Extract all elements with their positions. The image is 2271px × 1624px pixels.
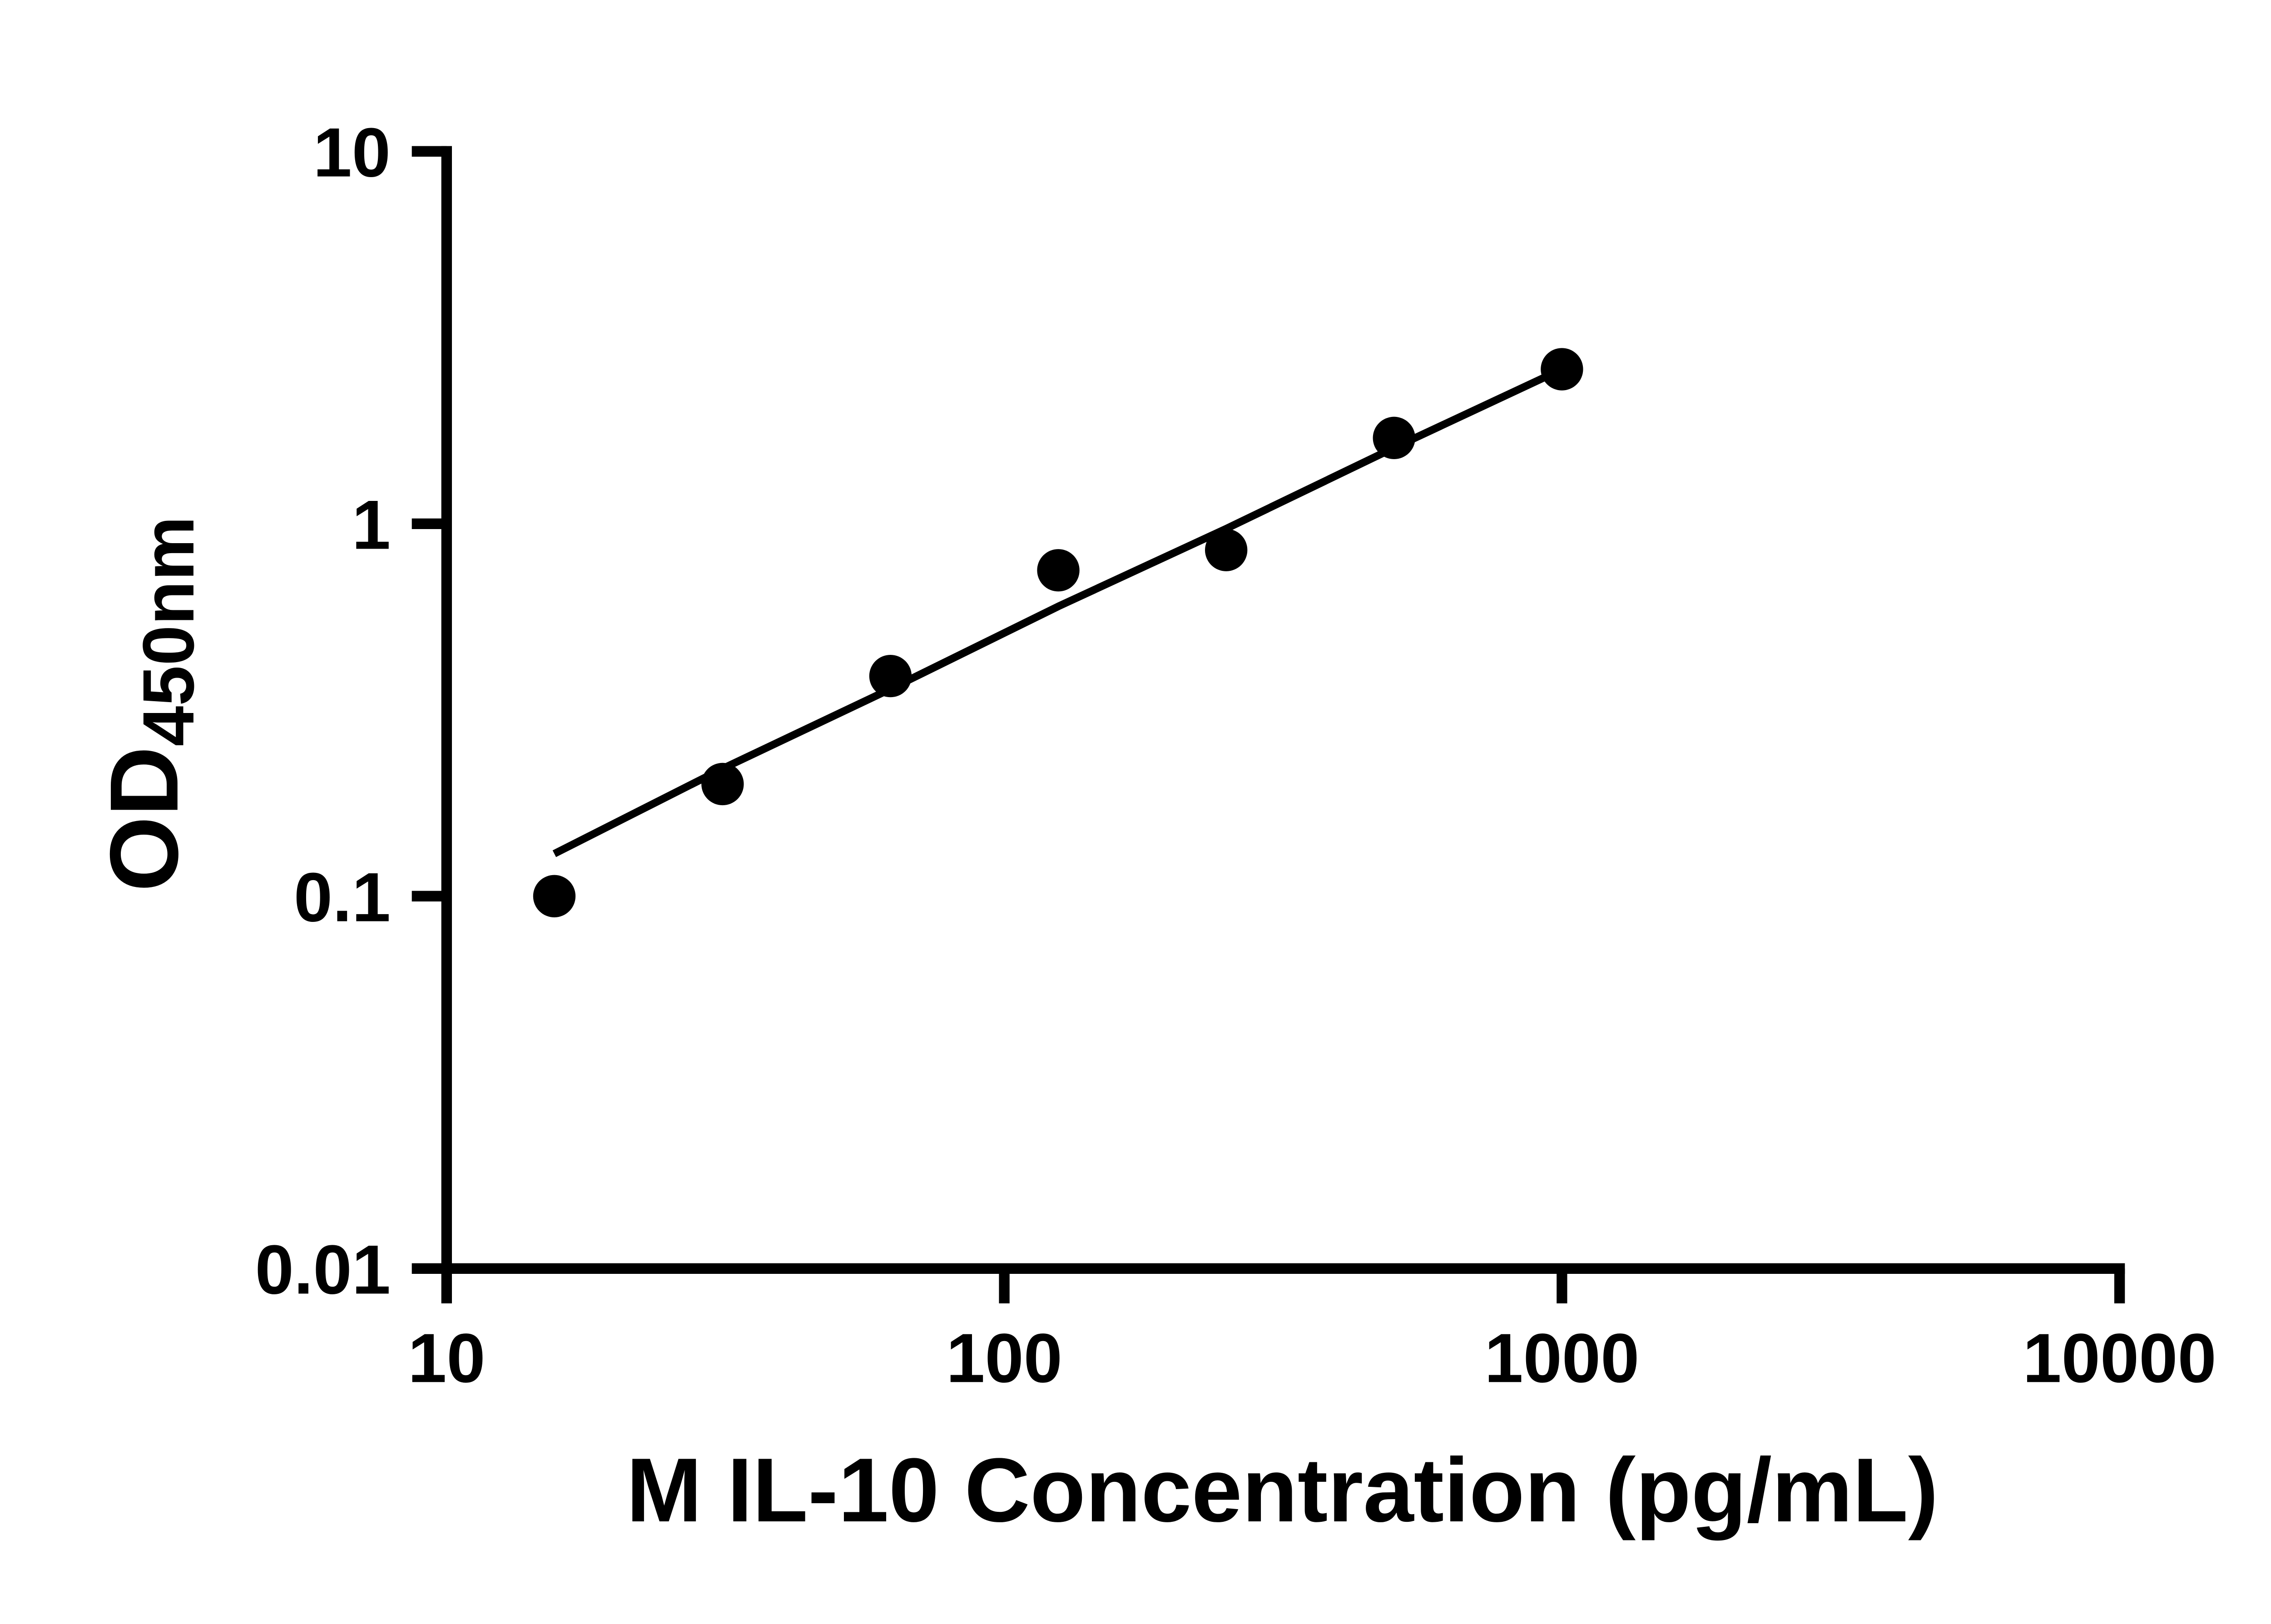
data-point bbox=[869, 654, 912, 698]
x-tick-label: 10 bbox=[408, 1319, 486, 1397]
data-point bbox=[1373, 416, 1415, 460]
x-tick-label: 1000 bbox=[1484, 1319, 1639, 1397]
y-tick-label: 10 bbox=[313, 114, 391, 192]
data-point bbox=[1541, 348, 1583, 391]
data-point bbox=[533, 875, 576, 917]
x-tick-label: 100 bbox=[946, 1319, 1062, 1397]
x-axis-title: M IL-10 Concentration (pg/mL) bbox=[626, 1439, 1939, 1541]
y-axis-title-main: OD bbox=[89, 746, 199, 892]
y-axis-title-sub: 450nm bbox=[129, 516, 210, 747]
data-point bbox=[1037, 549, 1080, 592]
y-tick-label: 0.01 bbox=[255, 1231, 391, 1308]
y-tick-label: 0.1 bbox=[294, 859, 391, 936]
y-axis-title: OD450nm bbox=[89, 516, 210, 891]
axis-spine bbox=[441, 146, 2125, 1274]
data-point bbox=[701, 762, 744, 806]
data-point bbox=[1205, 529, 1248, 571]
x-tick-label: 10000 bbox=[2023, 1319, 2216, 1397]
y-tick-label: 1 bbox=[352, 486, 391, 564]
